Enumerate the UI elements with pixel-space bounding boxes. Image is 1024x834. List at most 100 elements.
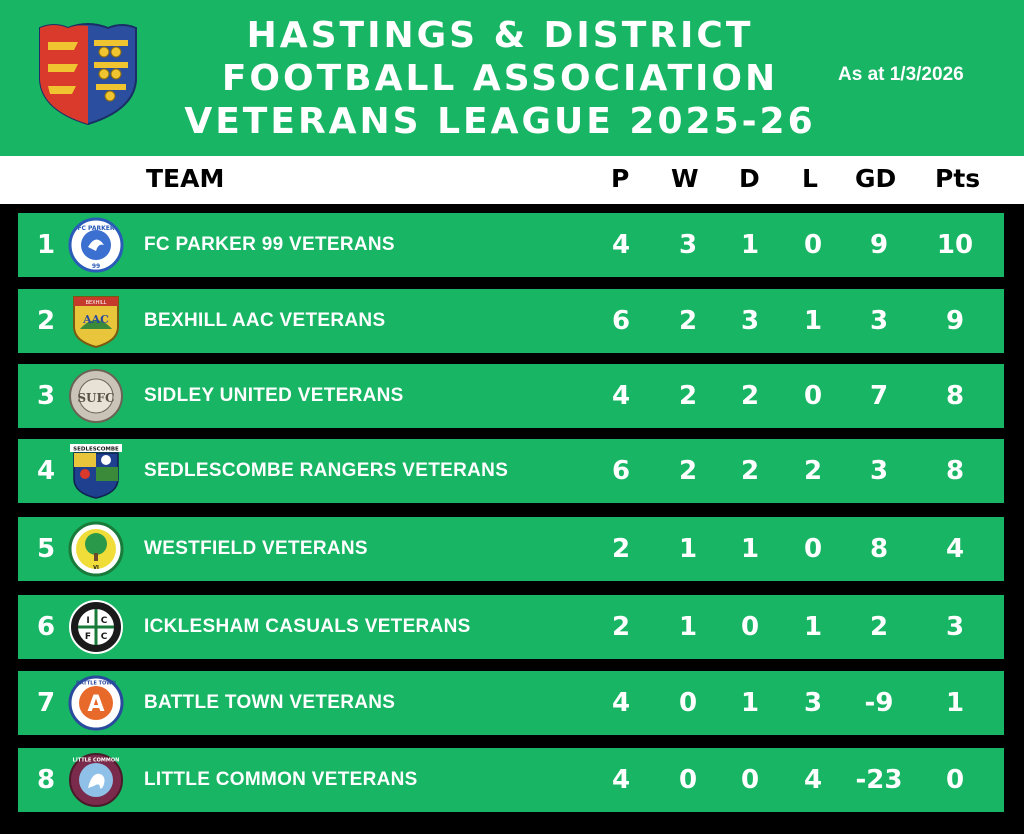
team-name: LITTLE COMMON VETERANS [144,769,418,790]
svg-text:AAC: AAC [82,313,109,326]
association-crest-icon [39,23,137,126]
stat-lost: 2 [803,456,823,486]
stat-points: 0 [945,765,965,795]
stat-drawn: 3 [740,306,760,336]
stat-won: 3 [678,230,698,260]
svg-text:BEXHILL: BEXHILL [86,300,107,306]
stat-goal-difference: -23 [855,765,903,795]
stat-points: 3 [945,612,965,642]
stat-won: 1 [678,534,698,564]
stat-points: 4 [945,534,965,564]
row-position: 1 [36,230,56,260]
table-row: 6 I C F C ICKLESHAM CASUALS VETERANS 2 1… [18,595,1004,659]
row-position: 5 [36,534,56,564]
battle-town-crest-icon: A BATTLE TOWN [68,675,124,731]
westfield-crest-icon: VI [68,521,124,577]
stat-drawn: 0 [740,765,760,795]
svg-text:A: A [87,692,104,717]
stat-points: 10 [936,230,974,260]
stat-lost: 1 [803,306,823,336]
sidley-crest-icon: SUFC [69,369,123,423]
bexhill-crest-icon: AAC BEXHILL [73,296,119,349]
team-name: WESTFIELD VETERANS [144,538,368,559]
stat-lost: 3 [803,688,823,718]
svg-text:SEDLESCOMBE: SEDLESCOMBE [73,447,119,453]
svg-text:C: C [101,616,108,626]
page-title: HASTINGS & DISTRICT FOOTBALL ASSOCIATION… [150,14,850,143]
stat-played: 2 [611,534,631,564]
stat-points: 8 [945,381,965,411]
stat-played: 6 [611,456,631,486]
title-line-3: VETERANS LEAGUE 2025-26 [184,101,816,142]
stat-goal-difference: -9 [864,688,894,718]
table-row: 2 AAC BEXHILL BEXHILL AAC VETERANS 6 2 3… [18,289,1004,353]
stat-drawn: 2 [740,456,760,486]
table-row: 1 FC PARKER 99 FC PARKER 99 VETERANS 4 3… [18,213,1004,277]
little-common-crest-icon: LITTLE COMMON [69,753,123,807]
title-line-1: HASTINGS & DISTRICT [246,15,754,56]
table-row: 3 SUFC SIDLEY UNITED VETERANS 4 2 2 0 7 … [18,364,1004,428]
column-header-won: W [671,164,699,193]
stat-drawn: 0 [740,612,760,642]
stat-won: 2 [678,381,698,411]
stat-drawn: 2 [740,381,760,411]
column-header-goal-difference: GD [855,164,897,193]
stat-points: 8 [945,456,965,486]
team-name: BATTLE TOWN VETERANS [144,692,396,713]
stat-played: 4 [611,381,631,411]
icklesham-crest-icon: I C F C [69,600,123,654]
header-banner: HASTINGS & DISTRICT FOOTBALL ASSOCIATION… [0,0,1024,156]
svg-text:I: I [86,616,89,626]
stat-won: 0 [678,688,698,718]
column-header-team: TEAM [146,164,225,193]
column-header-played: P [611,164,630,193]
column-header-row: TEAM P W D L GD Pts [0,156,1024,204]
stat-goal-difference: 7 [869,381,889,411]
stat-drawn: 1 [740,688,760,718]
stat-lost: 0 [803,534,823,564]
stat-won: 2 [678,456,698,486]
table-row: 4 SEDLESCOMBE SEDLESCOMBE RANGERS VETERA… [18,439,1004,503]
stat-played: 6 [611,306,631,336]
sedlescombe-crest-icon: SEDLESCOMBE [70,444,122,499]
row-position: 2 [36,306,56,336]
svg-text:99: 99 [92,263,100,270]
team-name: SIDLEY UNITED VETERANS [144,385,404,406]
stat-played: 2 [611,612,631,642]
stat-won: 2 [678,306,698,336]
svg-text:LITTLE COMMON: LITTLE COMMON [73,758,120,764]
stat-goal-difference: 3 [869,456,889,486]
stat-drawn: 1 [740,534,760,564]
svg-text:FC PARKER: FC PARKER [77,225,114,232]
table-row: 8 LITTLE COMMON LITTLE COMMON VETERANS 4… [18,748,1004,812]
stat-won: 0 [678,765,698,795]
row-position: 4 [36,456,56,486]
stat-goal-difference: 3 [869,306,889,336]
table-row: 5 VI WESTFIELD VETERANS 2 1 1 0 8 4 [18,517,1004,581]
fc-parker-crest-icon: FC PARKER 99 [68,217,124,273]
row-position: 3 [36,381,56,411]
stat-points: 9 [945,306,965,336]
team-name: FC PARKER 99 VETERANS [144,234,395,255]
svg-text:VI: VI [93,565,99,571]
stat-lost: 1 [803,612,823,642]
team-name: ICKLESHAM CASUALS VETERANS [144,616,471,637]
svg-text:C: C [101,632,108,642]
row-position: 6 [36,612,56,642]
title-line-2: FOOTBALL ASSOCIATION [221,58,779,99]
stat-played: 4 [611,688,631,718]
stat-goal-difference: 2 [869,612,889,642]
svg-text:BATTLE TOWN: BATTLE TOWN [76,681,116,687]
column-header-points: Pts [935,164,981,193]
team-name: BEXHILL AAC VETERANS [144,310,386,331]
column-header-drawn: D [739,164,760,193]
stat-played: 4 [611,765,631,795]
stat-goal-difference: 9 [869,230,889,260]
stat-drawn: 1 [740,230,760,260]
stat-lost: 0 [803,230,823,260]
svg-text:F: F [85,632,91,642]
row-position: 7 [36,688,56,718]
stat-played: 4 [611,230,631,260]
stat-lost: 0 [803,381,823,411]
team-name: SEDLESCOMBE RANGERS VETERANS [144,460,509,481]
